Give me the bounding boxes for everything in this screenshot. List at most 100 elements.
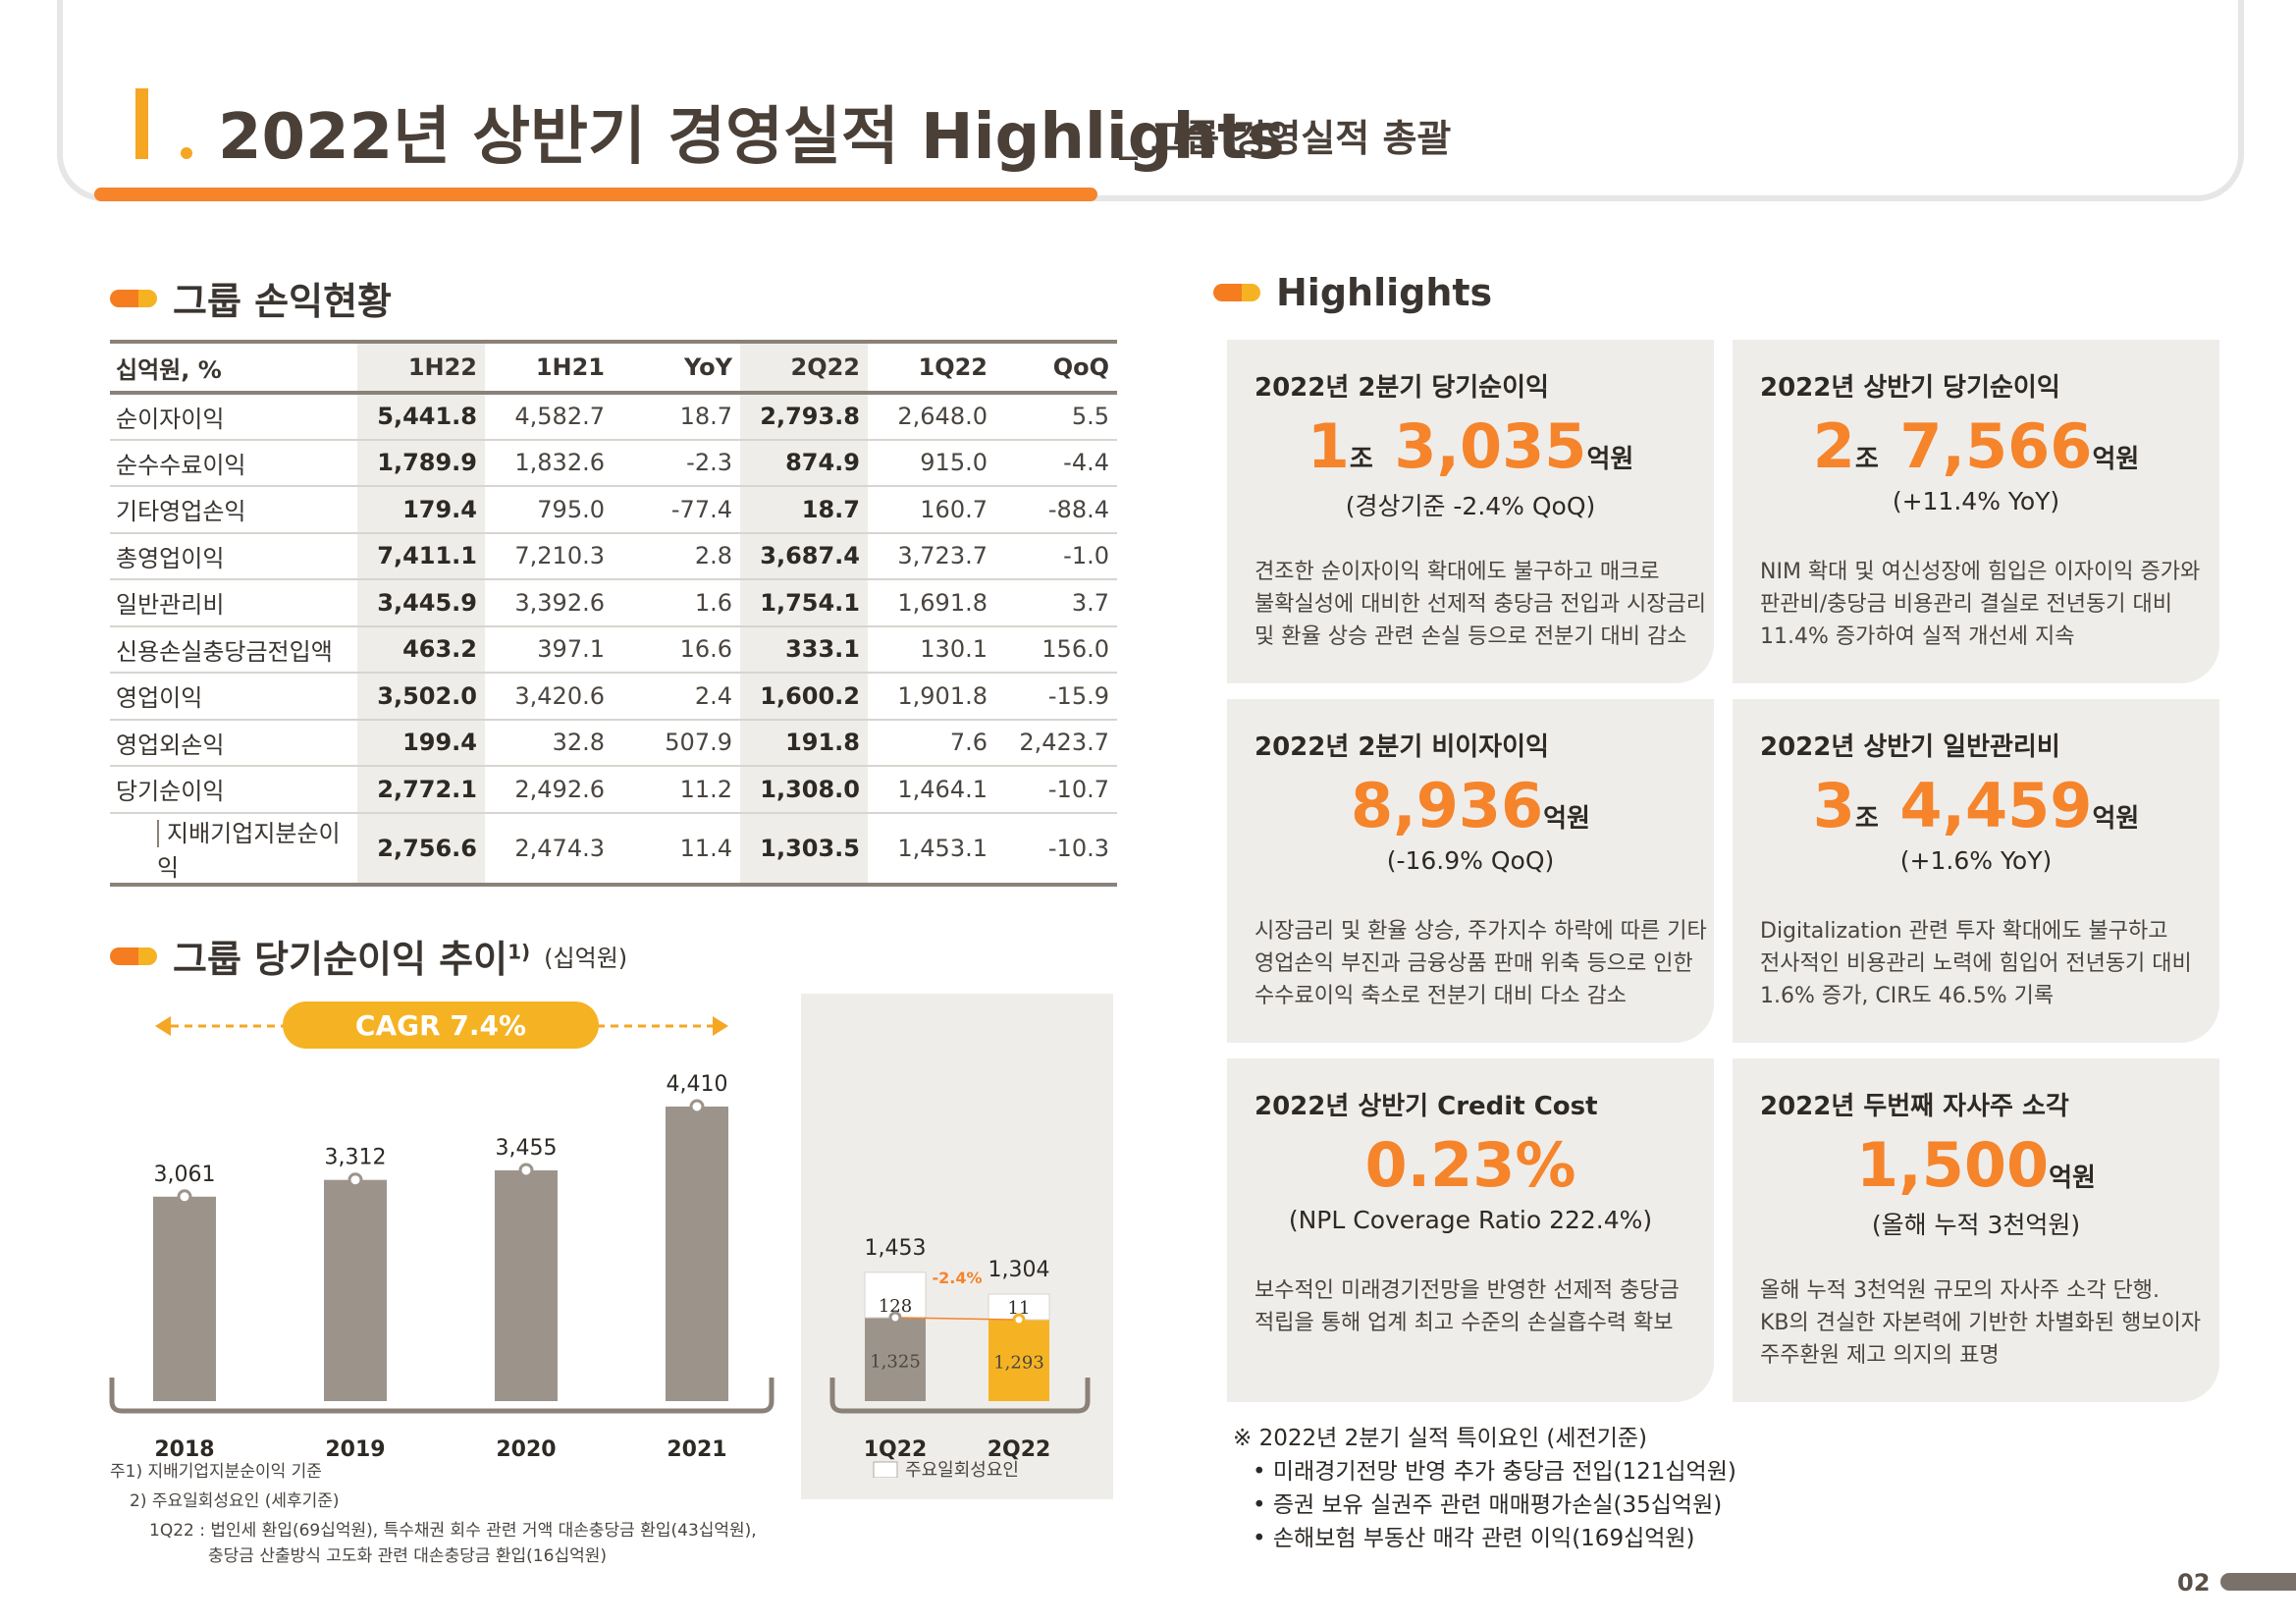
table-cell: 3.7 [995, 579, 1117, 627]
card-desc-line: 11.4% 증가하여 실적 개선세 지속 [1760, 624, 2075, 649]
quarter-change-line [900, 1317, 1014, 1321]
table-row: 지배기업지분순이익 2,756.6 2,474.3 11.4 1,303.5 1,453.… [110, 812, 1117, 887]
table-cell: 5.5 [995, 393, 1117, 441]
row-label: 순수수료이익 [110, 439, 357, 487]
table-cell: 179.4 [357, 486, 485, 534]
cagr-badge: CAGR 7.4% [283, 1001, 599, 1049]
annual-axis-bracket [109, 1378, 774, 1414]
quarter-total-label: 1,453 [865, 1236, 927, 1261]
table-cell: 3,445.9 [357, 579, 485, 627]
quarter-oneoff-label: 11 [1008, 1298, 1031, 1319]
table-cell: -88.4 [995, 486, 1117, 534]
table-row: 영업외손익 199.4 32.8 507.9 191.8 7.6 2,423.7 [110, 719, 1117, 767]
row-label: 영업이익 [110, 673, 357, 721]
table-cell: 2,648.0 [868, 393, 995, 441]
card-title: 2022년 2분기 당기순이익 [1255, 373, 1549, 403]
highlights-title: Highlights [1276, 271, 1493, 314]
bar-2020 [495, 1169, 558, 1401]
table-cell: 463.2 [357, 625, 485, 674]
bar-2019 [324, 1179, 387, 1401]
net-income-chart: 3,061 2018 3,312 2019 3,455 2020 4,410 2021 1,32… [109, 1016, 1091, 1478]
table-cell: 7,411.1 [357, 532, 485, 580]
section-pill-icon [110, 289, 157, 307]
table-cell: 4,582.7 [485, 393, 613, 441]
x-tick-label: 2020 [496, 1437, 556, 1462]
table-cell: 160.7 [868, 486, 995, 534]
table-cell: 18.7 [740, 486, 868, 534]
table-row: 총영업이익 7,411.1 7,210.3 2.8 3,687.4 3,723.7 -1.0 [110, 532, 1117, 580]
card-value-b: 1,500 [1856, 1129, 2050, 1201]
card-value-a: 3 [1812, 770, 1855, 841]
table-cell: 874.9 [740, 439, 868, 487]
table-cell: 3,420.6 [485, 673, 613, 721]
table-cell: 397.1 [485, 625, 613, 674]
table-cell: 191.8 [740, 719, 868, 767]
table-row: 일반관리비 3,445.9 3,392.6 1.6 1,754.1 1,691.8 3.7 [110, 579, 1117, 627]
card-desc-line: 판관비/충당금 비용관리 결실로 전년동기 대비 [1760, 592, 2172, 617]
column-header: 1Q22 [868, 340, 995, 395]
card-unit-b: 억원 [2092, 445, 2140, 474]
table-cell: 1,464.1 [868, 766, 995, 814]
column-header: QoQ [995, 340, 1117, 395]
table-header-row: 십억원, % 1H22 1H21 YoY 2Q22 1Q22 QoQ [110, 340, 1117, 395]
table-cell: 1.6 [613, 579, 740, 627]
card-value-a: 2 [1812, 410, 1855, 482]
card-desc-line: Digitalization 관련 투자 확대에도 불구하고 [1760, 919, 2168, 944]
table-cell: 18.7 [613, 393, 740, 441]
quarter-base-label: 1,293 [993, 1353, 1044, 1374]
page-title: 2022년 상반기 경영실적 Highlights [218, 101, 1285, 174]
table-cell: 5,441.8 [357, 393, 485, 441]
table-cell: 333.1 [740, 625, 868, 674]
card-value-b: 3,035 [1372, 410, 1587, 482]
trend-unit: (십억원) [544, 945, 628, 972]
table-cell: 199.4 [357, 719, 485, 767]
table-cell: 7.6 [868, 719, 995, 767]
trend-section-title: 그룹 당기순이익 추이1) [173, 938, 531, 981]
card-description: NIM 확대 및 여신성장에 힘입은 이자이익 증가와 판관비/충당금 비용관리 … [1760, 556, 2200, 653]
footnote-2: 2) 주요일회성요인 (세후기준) [130, 1491, 340, 1511]
card-desc-line: 및 환율 상승 관련 손실 등으로 전분기 대비 감소 [1255, 624, 1687, 649]
table-cell: 3,392.6 [485, 579, 613, 627]
quarter-axis-bracket [829, 1378, 1091, 1414]
table-cell: 2.8 [613, 532, 740, 580]
page-number-bar [2220, 1573, 2296, 1591]
note-item: • 증권 보유 실권주 관련 매매평가손실(35십억원) [1253, 1492, 1723, 1518]
card-value-b: 8,936 [1351, 770, 1544, 841]
table-row: 순수수료이익 1,789.9 1,832.6 -2.3 874.9 915.0 -4.4 [110, 439, 1117, 487]
card-unit-a: 조 [1854, 804, 1879, 834]
highlight-card: 2022년 2분기 비이자이익 8,936억원 (-16.9% QoQ) 시장금리 및… [1227, 699, 1714, 1043]
note-title: ※ 2022년 2분기 실적 특이요인 (세전기준) [1233, 1426, 1648, 1451]
column-header: 십억원, % [110, 340, 357, 395]
quarter-bar-2Q22 [988, 1320, 1049, 1401]
card-title: 2022년 상반기 당기순이익 [1760, 373, 2060, 403]
quarter-oneoff-1Q22 [864, 1272, 927, 1319]
card-value-b: 7,566 [1878, 410, 2093, 482]
highlight-card: 2022년 상반기 일반관리비 3조 4,459억원 (+1.6% YoY) Digi… [1733, 699, 2219, 1043]
table-cell: -77.4 [613, 486, 740, 534]
table-cell: 2,756.6 [357, 812, 485, 887]
card-unit-a: 조 [1349, 445, 1373, 474]
card-value: 8,936억원 [1227, 770, 1714, 841]
card-value: 3조 4,459억원 [1733, 770, 2219, 841]
column-header: 2Q22 [740, 340, 868, 395]
table-cell: 1,691.8 [868, 579, 995, 627]
legend-oneoff-swatch [873, 1461, 898, 1478]
card-unit-b: 억원 [2092, 804, 2140, 834]
header-accent-bar [94, 188, 1097, 201]
card-title: 2022년 2분기 비이자이익 [1255, 732, 1549, 762]
table-cell: 915.0 [868, 439, 995, 487]
page-subtitle: _ 그룹 경영실적 총괄 [1119, 117, 1452, 160]
card-desc-line: 올해 누적 3천억원 규모의 자사주 소각 단행. [1760, 1278, 2161, 1303]
bar-value-label: 3,312 [325, 1146, 387, 1170]
card-value: 1,500억원 [1733, 1129, 2219, 1201]
highlight-card: 2022년 상반기 Credit Cost 0.23% (NPL Coverage … [1227, 1058, 1714, 1402]
highlight-card: 2022년 2분기 당기순이익 1조 3,035억원 (경상기준 -2.4% QoQ… [1227, 340, 1714, 683]
table-cell: 1,308.0 [740, 766, 868, 814]
quarter-base-label: 1,325 [870, 1352, 921, 1373]
card-description: 견조한 순이자이익 확대에도 불구하고 매크로 불확실성에 대비한 선제적 충당금… [1255, 556, 1707, 653]
section-pill-icon [1213, 284, 1260, 301]
special-factors-note: ※ 2022년 2분기 실적 특이요인 (세전기준) • 미래경기전망 반영 추… [1233, 1422, 1736, 1555]
bar-marker-2018 [177, 1189, 192, 1205]
card-desc-line: 불확실성에 대비한 선제적 충당금 전입과 시장금리 [1255, 592, 1707, 617]
table-cell: 1,901.8 [868, 673, 995, 721]
